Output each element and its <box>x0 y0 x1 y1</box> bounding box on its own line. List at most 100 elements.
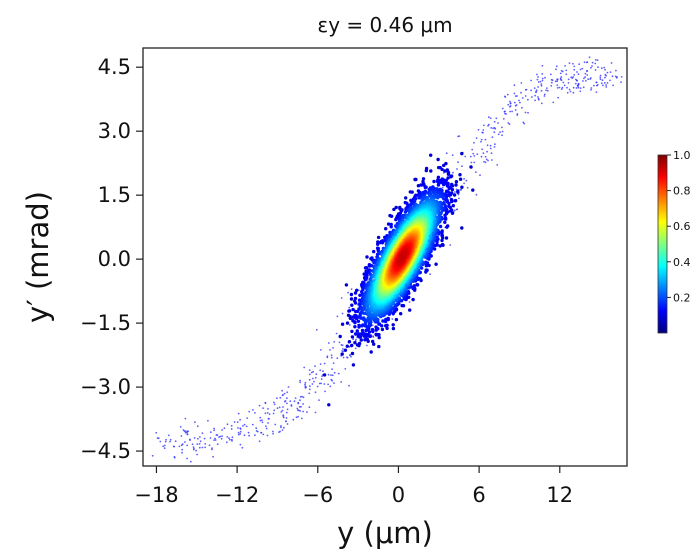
scatter-point <box>347 340 352 344</box>
scatter-point <box>323 383 326 385</box>
scatter-point <box>432 247 437 251</box>
scatter-point <box>303 366 306 369</box>
scatter-point <box>540 89 543 92</box>
scatter-point <box>377 322 381 326</box>
scatter-point <box>226 423 229 426</box>
scatter-point <box>233 421 236 423</box>
scatter-point <box>165 438 168 441</box>
scatter-point <box>484 155 487 158</box>
scatter-point <box>369 350 373 354</box>
scatter-point <box>341 312 344 315</box>
scatter-point <box>164 440 167 443</box>
scatter-point <box>566 91 569 94</box>
scatter-point <box>193 437 196 439</box>
scatter-point <box>243 434 246 437</box>
scatter-point <box>415 283 419 287</box>
scatter-point <box>276 397 278 400</box>
scatter-point <box>493 131 496 134</box>
scatter-point <box>470 161 473 164</box>
scatter-point <box>584 72 587 75</box>
scatter-point <box>252 409 254 411</box>
scatter-point <box>441 186 444 189</box>
scatter-point <box>163 447 166 450</box>
scatter-point <box>300 417 303 420</box>
scatter-point <box>350 351 355 356</box>
scatter-point <box>596 59 599 61</box>
scatter-point <box>354 314 358 318</box>
scatter-point <box>184 417 187 420</box>
scatter-point <box>443 216 447 221</box>
scatter-point <box>201 446 204 449</box>
scatter-point <box>595 81 598 84</box>
scatter-point <box>499 131 501 134</box>
scatter-point <box>314 365 316 367</box>
scatter-point <box>518 99 520 102</box>
scatter-point <box>301 395 303 398</box>
scatter-point <box>472 152 475 155</box>
scatter-point <box>324 390 326 393</box>
scatter-point <box>581 67 584 70</box>
scatter-point <box>588 56 591 59</box>
scatter-point <box>603 66 606 69</box>
scatter-point <box>486 150 488 153</box>
scatter-point <box>251 423 254 426</box>
scatter-point <box>593 84 595 87</box>
scatter-point <box>374 332 378 336</box>
scatter-point <box>421 177 426 181</box>
scatter-point <box>404 196 408 200</box>
scatter-point <box>483 160 485 163</box>
scatter-point <box>521 97 524 99</box>
scatter-point <box>541 64 544 67</box>
scatter-point <box>179 426 182 428</box>
scatter-point <box>447 204 451 208</box>
scatter-point <box>630 88 632 90</box>
scatter-point <box>394 307 399 311</box>
scatter-point <box>577 82 580 85</box>
scatter-point <box>537 86 539 88</box>
scatter-point <box>440 229 444 233</box>
scatter-point <box>353 320 357 325</box>
scatter-point <box>611 75 614 78</box>
scatter-point <box>489 144 492 147</box>
scatter-point <box>286 423 289 425</box>
scatter-point <box>281 389 283 392</box>
scatter-point <box>509 105 511 108</box>
scatter-point <box>199 436 201 438</box>
scatter-point <box>452 171 454 174</box>
scatter-point <box>422 183 426 187</box>
scatter-point <box>605 86 608 88</box>
scatter-point <box>434 262 438 266</box>
scatter-point <box>475 137 478 140</box>
scatter-point <box>444 195 449 199</box>
scatter-point <box>380 327 385 332</box>
scatter-point <box>352 338 354 341</box>
scatter-point <box>203 437 206 440</box>
scatter-point <box>446 176 450 180</box>
scatter-point <box>516 95 518 97</box>
scatter-point <box>513 92 516 95</box>
scatter-point <box>283 426 285 429</box>
scatter-point <box>364 266 369 270</box>
scatter-point <box>438 224 443 229</box>
scatter-point <box>591 65 593 67</box>
scatter-point <box>280 425 282 427</box>
scatter-point <box>218 436 221 438</box>
scatter-point <box>568 88 571 91</box>
scatter-point <box>237 431 240 434</box>
scatter-point <box>341 344 344 347</box>
scatter-point <box>267 422 269 424</box>
scatter-point <box>304 387 307 389</box>
scatter-point <box>577 86 580 89</box>
scatter-point <box>295 416 298 419</box>
scatter-point <box>515 104 518 106</box>
scatter-point <box>554 80 557 83</box>
scatter-point <box>336 357 339 360</box>
scatter-point <box>296 407 299 410</box>
scatter-point <box>411 297 415 302</box>
scatter-point <box>207 419 209 422</box>
scatter-point <box>294 397 297 399</box>
scatter-point <box>345 321 350 325</box>
scatter-point <box>521 106 523 109</box>
scatter-point <box>169 440 171 443</box>
scatter-point <box>372 336 375 338</box>
